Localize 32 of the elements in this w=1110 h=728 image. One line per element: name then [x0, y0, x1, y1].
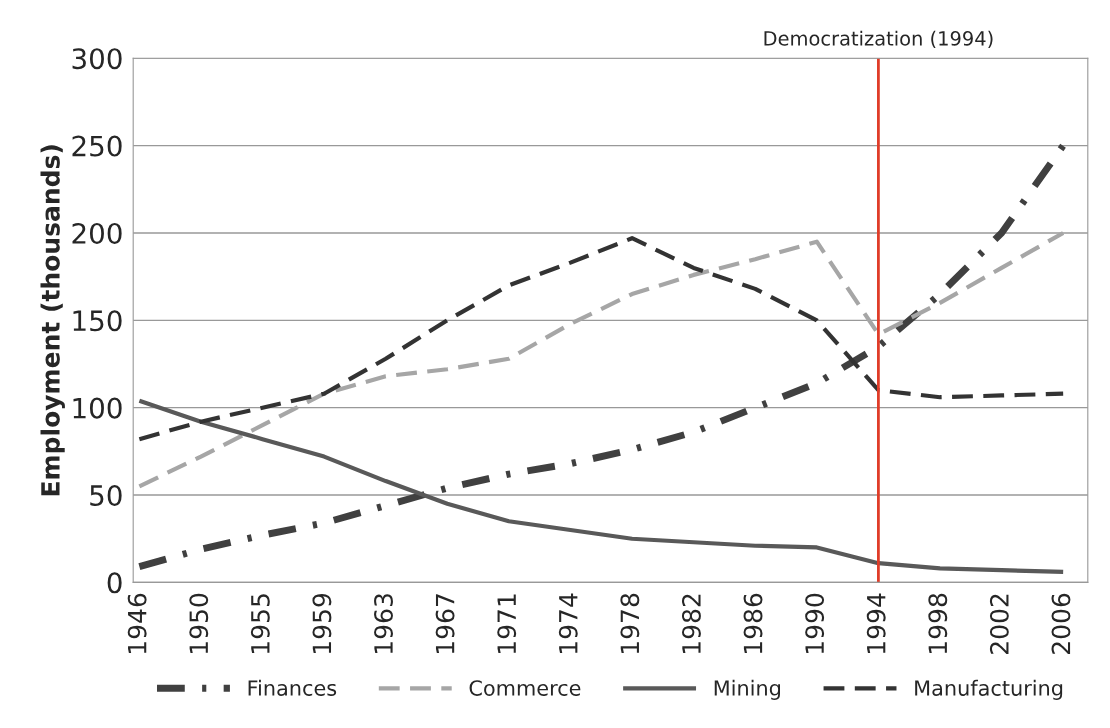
x-tick-label: 1982 [681, 594, 701, 653]
y-tick-label: 250 [72, 135, 122, 157]
y-tick-label: 200 [72, 222, 122, 244]
x-tick-label: 1986 [743, 593, 763, 653]
line-series [137, 230, 1066, 489]
x-tick-label: 2002 [989, 594, 1009, 654]
y-tick-label: 100 [73, 397, 122, 419]
y-tick-label: 50 [90, 484, 122, 506]
y-tick-label: 300 [72, 48, 122, 70]
x-tick-label: 1950 [189, 593, 209, 653]
x-tick-label: 1994 [866, 593, 886, 653]
x-tick-label: 1990 [805, 593, 825, 653]
x-tick-label: 1959 [312, 593, 332, 653]
line-series [137, 236, 1066, 442]
x-tick-label: 1971 [497, 594, 517, 653]
x-tick-label: 1978 [620, 593, 640, 653]
y-tick-label: 150 [73, 310, 122, 332]
legend-label: Finances [248, 679, 337, 696]
x-tick-label: 1974 [558, 593, 578, 653]
legend-label: Manufacturing [915, 679, 1063, 700]
x-tick-label: 1963 [374, 594, 393, 653]
y-axis-title: Employment (thousands) [40, 145, 65, 496]
x-tick-label: 2006 [1051, 593, 1071, 654]
line-series [137, 398, 1066, 575]
ref-line-label: Democratization (1994) [764, 30, 993, 49]
legend-label: Commerce [469, 680, 581, 696]
y-tick-label: 0 [107, 572, 122, 594]
x-tick-label: 1946 [127, 593, 147, 653]
x-tick-label: 1967 [435, 594, 455, 653]
x-tick-label: 1998 [928, 593, 948, 653]
x-tick-label: 1955 [250, 594, 270, 653]
legend-label: Mining [714, 679, 780, 700]
